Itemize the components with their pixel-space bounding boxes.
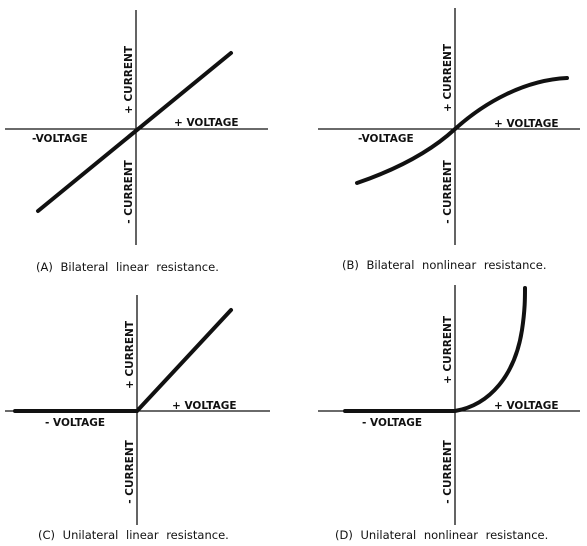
minus-voltage: -VOLTAGE bbox=[32, 133, 88, 145]
minus-current: - CURRENT bbox=[124, 439, 136, 503]
plus-voltage: + VOLTAGE bbox=[494, 118, 559, 130]
panel-d: + CURRENT - CURRENT - VOLTAGE + VOLTAGE … bbox=[318, 285, 580, 542]
minus-voltage: - VOLTAGE bbox=[362, 417, 422, 429]
caption: (B) Bilateral nonlinear resistance. bbox=[342, 258, 546, 272]
curve bbox=[36, 51, 233, 213]
plus-current: + CURRENT bbox=[442, 43, 454, 112]
panel-b: + CURRENT - CURRENT -VOLTAGE + VOLTAGE (… bbox=[318, 8, 580, 272]
curve bbox=[13, 308, 233, 413]
minus-current: - CURRENT bbox=[442, 439, 454, 503]
minus-voltage: - VOLTAGE bbox=[45, 417, 105, 429]
minus-current: - CURRENT bbox=[123, 159, 135, 223]
plus-current: + CURRENT bbox=[123, 45, 135, 114]
minus-voltage: -VOLTAGE bbox=[358, 133, 414, 145]
plus-current: + CURRENT bbox=[442, 315, 454, 384]
caption: (A) Bilateral linear resistance. bbox=[36, 260, 219, 274]
caption: (D) Unilateral nonlinear resistance. bbox=[335, 528, 548, 542]
minus-current: - CURRENT bbox=[442, 159, 454, 223]
plus-voltage: + VOLTAGE bbox=[174, 117, 239, 129]
caption: (C) Unilateral linear resistance. bbox=[38, 528, 229, 542]
curve bbox=[343, 286, 527, 413]
panel-a: + CURRENT - CURRENT -VOLTAGE + VOLTAGE (… bbox=[5, 10, 268, 274]
plus-voltage: + VOLTAGE bbox=[494, 400, 559, 412]
plus-voltage: + VOLTAGE bbox=[172, 400, 237, 412]
panel-c: + CURRENT - CURRENT - VOLTAGE + VOLTAGE … bbox=[5, 295, 270, 542]
plus-current: + CURRENT bbox=[124, 320, 136, 389]
curve bbox=[355, 76, 569, 185]
